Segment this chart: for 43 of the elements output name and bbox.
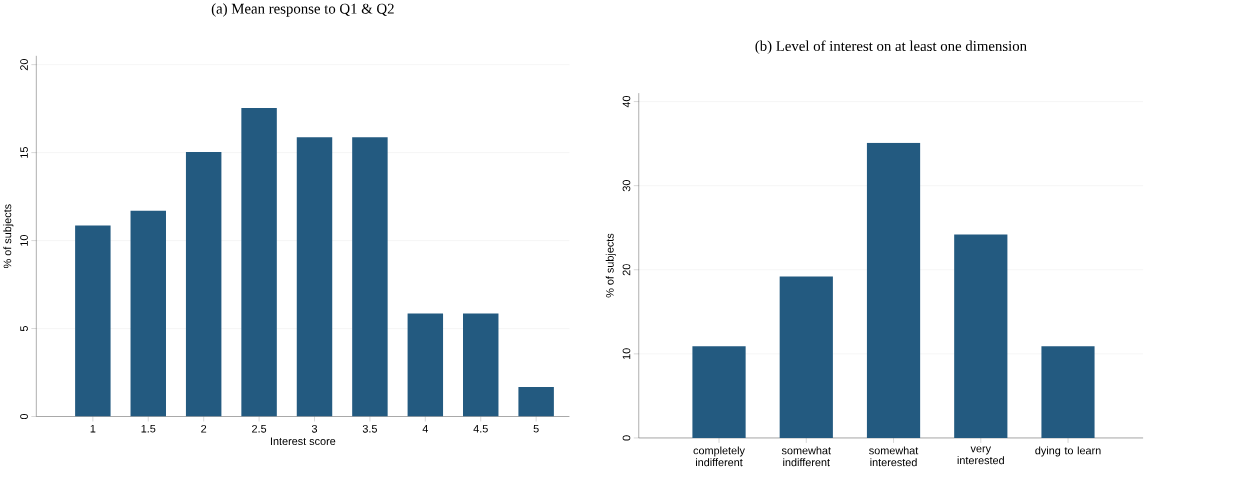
bar <box>75 225 111 417</box>
x-tick-label: 5 <box>533 424 539 433</box>
bar <box>866 142 921 438</box>
chart-title: (a) Mean response to Q1 & Q2 <box>211 3 394 17</box>
bar <box>463 313 499 417</box>
x-tick-label: somewhat interested <box>869 446 919 467</box>
x-tick-label: somewhat indifferent <box>781 446 831 467</box>
y-tick-label: 20 <box>622 263 631 276</box>
x-tick-label: 2 <box>201 424 207 433</box>
x-tick-label: dying to learn <box>1035 446 1101 457</box>
y-tick-label: 5 <box>20 325 28 331</box>
y-tick-label: 10 <box>20 234 28 246</box>
x-tick-label: completely indifferent <box>693 446 745 467</box>
bar <box>518 386 554 417</box>
y-tick-label: 40 <box>622 95 631 108</box>
bar <box>954 234 1008 438</box>
bar <box>185 151 222 417</box>
bar <box>130 210 166 417</box>
chart-title: (b) Level of interest on at least one dimension <box>755 40 1027 54</box>
x-tick-label: 4.5 <box>473 424 488 433</box>
bar <box>352 137 388 417</box>
x-tick-label: 4 <box>422 424 429 433</box>
x-tick-label: 1.5 <box>141 424 156 433</box>
x-tick-label: 3 <box>311 424 318 433</box>
x-tick-label: 3.5 <box>362 424 377 433</box>
bar <box>296 137 333 417</box>
x-tick-label: 2.5 <box>252 424 267 433</box>
y-tick-label: 15 <box>20 146 28 158</box>
x-tick-label: very interested <box>957 446 1004 465</box>
y-axis-title: % of subjects <box>605 233 616 298</box>
bar <box>1041 346 1095 438</box>
y-tick-label: 30 <box>622 179 631 192</box>
y-tick-label: 0 <box>20 413 28 419</box>
bar <box>241 107 277 417</box>
bar <box>779 276 833 438</box>
bar <box>692 346 746 438</box>
y-tick-label: 20 <box>20 58 28 70</box>
bar <box>407 313 444 417</box>
y-axis-title: % of subjects <box>3 204 14 268</box>
x-axis-title: Interest score <box>270 437 336 445</box>
y-tick-label: 10 <box>622 348 631 359</box>
x-tick-label: 1 <box>90 424 96 433</box>
y-tick-label: 0 <box>622 435 631 441</box>
